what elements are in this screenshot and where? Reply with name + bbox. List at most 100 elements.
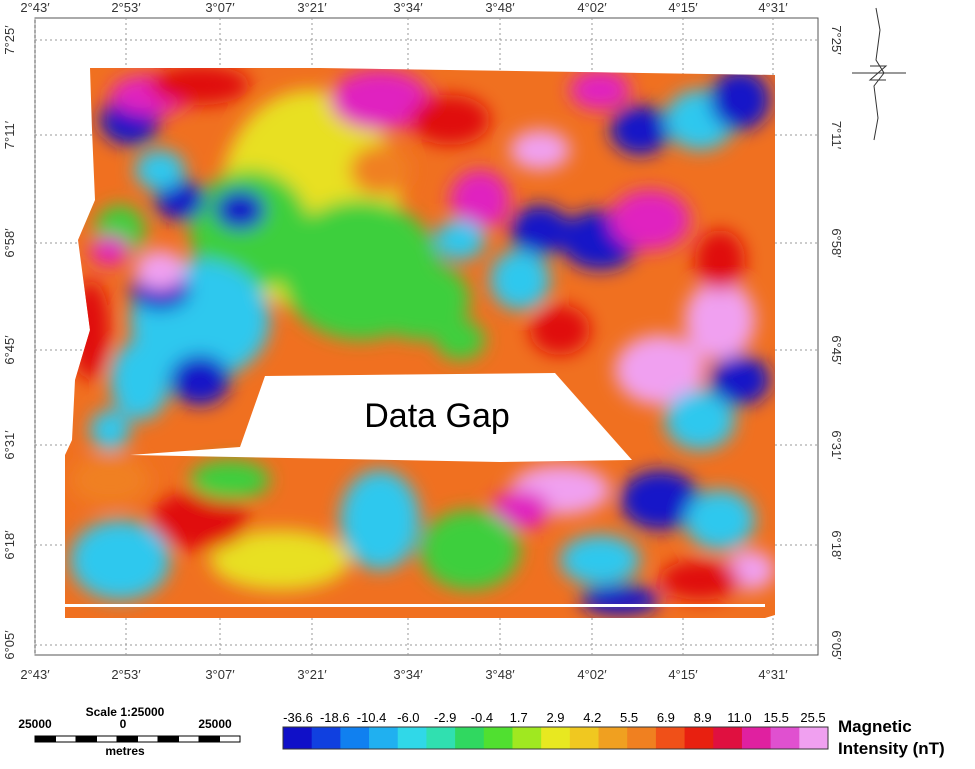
- map-frame: [34, 17, 819, 656]
- lat-label-left: 6°31′: [2, 430, 17, 460]
- legend-swatch: [598, 727, 628, 749]
- scale-segment: [198, 735, 220, 743]
- legend-value: -6.0: [397, 710, 419, 725]
- anomaly: [570, 70, 630, 110]
- anomaly: [615, 335, 705, 405]
- anomaly: [410, 95, 490, 145]
- lon-label-top: 4°02′: [577, 0, 607, 15]
- data-gap-label: Data Gap: [364, 397, 510, 435]
- scale-segment: [137, 735, 159, 743]
- anomaly: [685, 490, 755, 550]
- anomaly: [215, 190, 265, 230]
- anomaly: [150, 490, 250, 550]
- scale-segment: [96, 735, 118, 743]
- anomaly: [110, 340, 170, 420]
- anomaly: [370, 260, 470, 340]
- anomaly: [135, 250, 185, 290]
- lat-label-left: 6°45′: [2, 335, 17, 365]
- lat-label-right: 6°31′: [829, 430, 844, 460]
- scale-label: 25000: [18, 717, 52, 731]
- anomaly: [710, 355, 770, 405]
- scale-segment: [34, 735, 56, 743]
- anomaly: [710, 70, 770, 130]
- anomaly: [490, 490, 550, 530]
- legend-value: -2.9: [434, 710, 456, 725]
- legend-title: Magnetic: [838, 717, 912, 736]
- lon-label-top: 3°48′: [485, 0, 515, 15]
- lon-label-bottom: 3°21′: [297, 667, 327, 682]
- legend-swatch: [799, 727, 829, 749]
- anomaly: [610, 190, 690, 250]
- scale-segment: [116, 735, 138, 743]
- anomaly: [665, 390, 735, 450]
- anomaly: [70, 520, 170, 600]
- legend-value: 15.5: [764, 710, 789, 725]
- legend-swatch: [455, 727, 485, 749]
- lon-label-top: 4°15′: [668, 0, 698, 15]
- anomaly: [170, 355, 230, 405]
- anomaly: [620, 470, 700, 530]
- scale-segment: [219, 735, 241, 743]
- lon-label-bottom: 3°07′: [205, 667, 235, 682]
- anomaly: [90, 410, 130, 450]
- anomaly: [490, 250, 550, 310]
- anomaly: [135, 150, 185, 190]
- anomaly: [510, 130, 570, 170]
- legend-value: -0.4: [471, 710, 493, 725]
- anomaly: [330, 70, 430, 130]
- data-gap-area: [130, 373, 632, 462]
- magnetic-raster: [65, 68, 775, 618]
- anomaly: [685, 280, 755, 360]
- legend-swatch: [483, 727, 513, 749]
- legend-swatch: [741, 727, 772, 749]
- legend-value: 6.9: [657, 710, 675, 725]
- legend-value: -10.4: [357, 710, 387, 725]
- anomaly: [510, 205, 570, 255]
- survey-line: [65, 604, 765, 607]
- lat-label-right: 6°18′: [829, 530, 844, 560]
- scale-label: 25000: [198, 717, 232, 731]
- legend-value: -36.6: [283, 710, 313, 725]
- legend-swatch: [512, 727, 542, 749]
- legend-swatch: [541, 727, 571, 749]
- anomaly: [435, 320, 485, 360]
- legend-swatch: [569, 727, 600, 749]
- anomaly: [90, 235, 130, 265]
- lat-label-left: 7°11′: [2, 120, 17, 149]
- anomaly: [210, 530, 350, 590]
- north-arrow: [852, 7, 906, 141]
- lat-label-left: 6°05′: [2, 630, 17, 660]
- lon-label-top: 2°53′: [111, 0, 141, 15]
- lon-label-bottom: 4°02′: [577, 667, 607, 682]
- lon-label-bottom: 2°43′: [20, 667, 50, 682]
- legend-swatch: [426, 727, 456, 749]
- legend-value: 5.5: [620, 710, 638, 725]
- anomaly: [530, 305, 590, 355]
- scale-segment: [75, 735, 97, 743]
- legend-value: 2.9: [546, 710, 564, 725]
- legend-swatch: [627, 727, 657, 749]
- lat-label-right: 6°05′: [829, 630, 844, 660]
- legend-border: [282, 726, 829, 750]
- legend-value: 25.5: [800, 710, 825, 725]
- anomaly: [450, 170, 510, 230]
- anomaly: [420, 510, 520, 590]
- anomaly: [70, 455, 150, 505]
- legend-swatch: [369, 727, 399, 749]
- lat-label-left: 6°18′: [2, 530, 17, 560]
- anomaly: [155, 180, 205, 220]
- legend-title: Intensity (nT): [838, 739, 945, 758]
- legend-swatch: [311, 727, 341, 749]
- legend-value: 8.9: [694, 710, 712, 725]
- scale-segment: [55, 735, 77, 743]
- lat-label-right: 7°11′: [829, 121, 844, 150]
- anomaly: [660, 560, 740, 600]
- scale-segment: [178, 735, 200, 743]
- lat-label-right: 6°45′: [829, 335, 844, 365]
- scale-unit: metres: [105, 744, 145, 758]
- anomaly: [70, 280, 110, 380]
- scale-bar: Scale 1:25000 25000 0 25000 metres: [18, 705, 241, 758]
- lon-label-bottom: 4°31′: [758, 667, 788, 682]
- legend-value: -18.6: [320, 710, 350, 725]
